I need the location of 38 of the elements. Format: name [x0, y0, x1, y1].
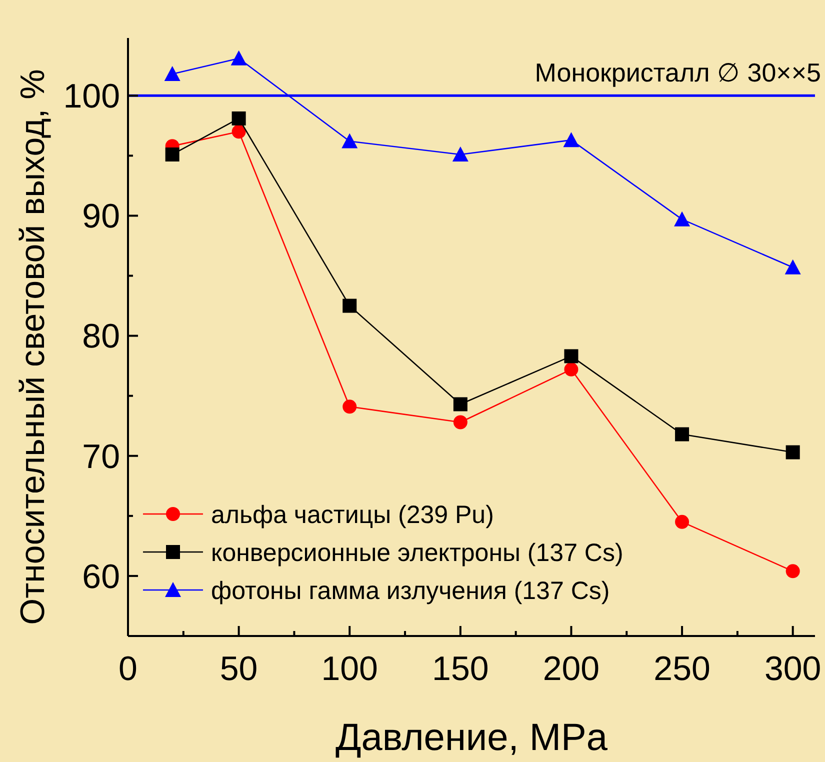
ref-line-label: Монокристалл ∅ 30××5: [534, 58, 821, 88]
point: [786, 564, 800, 578]
y-tick-label: 100: [63, 78, 120, 116]
point: [230, 50, 247, 66]
point: [564, 349, 578, 364]
point: [674, 211, 690, 226]
legend-label: конверсионные электроны (137 Cs): [211, 538, 624, 567]
x-tick-label: 100: [321, 650, 378, 688]
point: [342, 400, 357, 414]
y-tick-label: 70: [82, 438, 120, 476]
point: [675, 427, 690, 442]
x-axis-title: Давление, MPa: [335, 717, 608, 759]
point: [232, 124, 246, 139]
point: [675, 514, 690, 529]
x-tick-label: 300: [764, 650, 822, 688]
point: [164, 66, 180, 82]
point: [564, 362, 578, 376]
point: [165, 147, 180, 162]
y-axis-title: Относительный световой выход, %: [14, 69, 52, 625]
point: [452, 146, 468, 162]
y-tick-label: 80: [82, 318, 120, 356]
point: [453, 397, 468, 412]
x-tick-label: 200: [542, 650, 600, 688]
y-tick-label: 60: [82, 558, 120, 596]
point: [342, 133, 358, 148]
x-tick-label: 50: [220, 650, 258, 688]
x-tick-label: 250: [654, 650, 710, 688]
point: [563, 132, 580, 148]
x-tick-label: 150: [432, 650, 489, 688]
legend-label: альфа частицы (239 Pu): [211, 500, 494, 529]
legend-label: фотоны гамма излучения (137 Cs): [211, 576, 610, 605]
point: [786, 445, 800, 460]
point: [453, 415, 468, 430]
point: [232, 111, 246, 126]
y-tick-label: 90: [82, 198, 120, 236]
x-tick-label: 0: [118, 650, 138, 688]
point: [342, 298, 357, 313]
point: [784, 259, 801, 274]
